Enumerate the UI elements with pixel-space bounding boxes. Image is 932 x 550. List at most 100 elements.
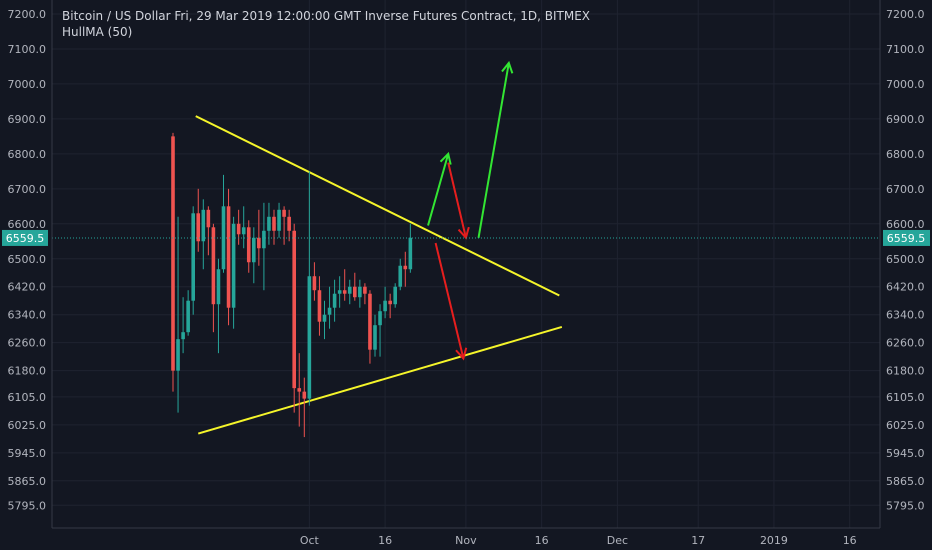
candle <box>398 258 403 291</box>
y-tick-label-left: 7000.0 <box>8 78 47 91</box>
chart-legend: Bitcoin / US Dollar Fri, 29 Mar 2019 12:… <box>62 8 590 40</box>
y-tick-label-left: 5865.0 <box>8 475 47 488</box>
candle-body <box>176 339 180 371</box>
y-tick-label-left: 6700.0 <box>8 183 47 196</box>
candle-body <box>337 290 342 294</box>
candlestick-series <box>171 132 413 438</box>
candle <box>353 272 357 301</box>
candle-body <box>378 311 382 326</box>
candle <box>191 206 195 315</box>
candle <box>272 209 276 245</box>
y-tick-label-right: 5795.0 <box>886 499 925 512</box>
y-tick-label-left: 6025.0 <box>8 419 47 432</box>
candle-body <box>408 237 413 270</box>
candle <box>277 202 281 238</box>
candle <box>297 353 302 427</box>
symbol-title: Bitcoin / US Dollar Fri, 29 Mar 2019 12:… <box>62 9 591 23</box>
candle-body <box>171 136 175 371</box>
y-tick-label-right: 7100.0 <box>886 43 925 56</box>
candle <box>252 227 256 284</box>
x-tick-label: Dec <box>607 534 628 547</box>
candle-body <box>231 223 236 308</box>
y-tick-label-right: 6420.0 <box>886 281 925 294</box>
candle <box>181 297 185 354</box>
y-tick-label-left: 6180.0 <box>8 365 47 378</box>
candle <box>332 279 337 322</box>
candle <box>287 209 291 242</box>
price-tag-right-text: 6559.5 <box>887 232 926 245</box>
x-tick-label: 16 <box>378 534 392 547</box>
candle-body <box>236 223 241 235</box>
candle <box>368 290 372 364</box>
candle <box>358 279 362 308</box>
candle-body <box>322 314 327 322</box>
price-tag-left <box>2 229 48 246</box>
arrow-head <box>439 151 452 165</box>
arrow-shaft <box>447 162 467 239</box>
candle-body <box>252 237 256 263</box>
candle-body <box>312 276 317 291</box>
candle <box>363 283 367 305</box>
candle-body <box>342 290 347 294</box>
candle <box>201 199 206 270</box>
candle <box>231 216 236 329</box>
candle-body <box>368 293 372 350</box>
candle-body <box>257 237 261 249</box>
y-tick-label-right: 7000.0 <box>886 78 925 91</box>
arrow-up <box>427 151 452 226</box>
y-tick-label-right: 6025.0 <box>886 419 925 432</box>
candle <box>257 209 261 266</box>
candle <box>236 209 241 245</box>
candle <box>196 188 201 252</box>
candle <box>312 262 317 301</box>
y-tick-label-left: 6900.0 <box>8 113 47 126</box>
indicator-label: HullMA (50) <box>62 25 133 39</box>
y-tick-label-left: 6260.0 <box>8 337 47 350</box>
trendline <box>197 325 563 435</box>
candle-body <box>201 209 206 242</box>
y-tick-label-right: 6500.0 <box>886 253 925 266</box>
arrow-head <box>501 60 514 74</box>
candle-body <box>393 286 397 305</box>
candle <box>388 293 392 319</box>
y-tick-label-right: 6800.0 <box>886 148 925 161</box>
arrow-shaft <box>427 153 450 226</box>
y-tick-label-left: 6800.0 <box>8 148 47 161</box>
candle <box>206 206 211 256</box>
y-tick-label-left: 5945.0 <box>8 447 47 460</box>
candle <box>302 377 307 438</box>
candle-body <box>282 209 286 217</box>
candle <box>267 202 271 245</box>
price-tag-right <box>883 229 930 246</box>
y-tick-label-left: 6420.0 <box>8 281 47 294</box>
candle <box>282 206 286 245</box>
candle <box>176 216 180 413</box>
x-tick-label: 16 <box>843 534 857 547</box>
y-tick-label-left: 6340.0 <box>8 309 47 322</box>
arrow-down <box>434 242 468 361</box>
candle-body <box>262 230 266 249</box>
candle <box>241 206 246 249</box>
y-tick-label-right: 6600.0 <box>886 218 925 231</box>
candle <box>246 220 251 273</box>
candle <box>171 132 175 392</box>
candle-body <box>292 230 296 389</box>
current-price-line: 6559.5 6559.5 <box>2 229 930 246</box>
candle-body <box>191 213 195 301</box>
candle <box>216 258 221 354</box>
candle-body <box>347 286 352 294</box>
arrow-up <box>477 60 514 238</box>
candle <box>307 171 312 406</box>
x-tick-label: Nov <box>455 534 477 547</box>
y-tick-label-left: 7200.0 <box>8 8 47 21</box>
candle-body <box>398 265 403 287</box>
y-tick-label-right: 6700.0 <box>886 183 925 196</box>
candle-body <box>277 209 281 231</box>
candle-body <box>353 286 357 298</box>
y-tick-label-right: 6180.0 <box>886 365 925 378</box>
candle-body <box>383 300 387 312</box>
candle-body <box>332 293 337 308</box>
candle-body <box>373 325 377 350</box>
candle-body <box>302 391 307 399</box>
